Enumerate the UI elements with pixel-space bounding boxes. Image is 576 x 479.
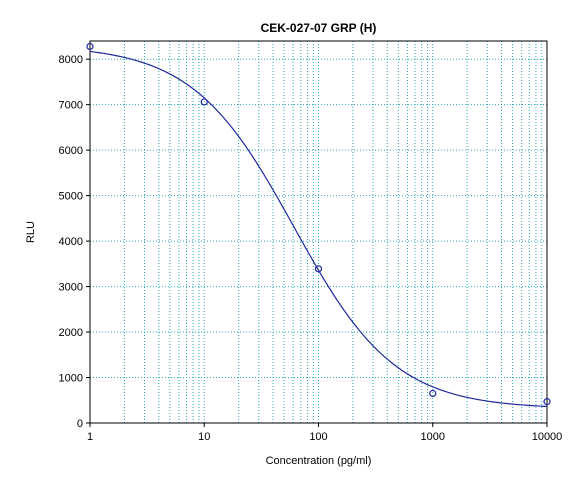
data-point xyxy=(543,398,551,406)
axes: 0 1000 2000 3000 4000 5000 6000 7000 8000 1 10 100 1… xyxy=(59,54,563,443)
data-points xyxy=(86,42,551,406)
y-tick-label: 3000 xyxy=(59,282,83,294)
x-tick-label: 10 xyxy=(198,431,210,443)
data-point xyxy=(429,389,437,398)
y-tick-label: 5000 xyxy=(59,191,83,203)
x-tick-label: 10000 xyxy=(532,431,563,443)
grid xyxy=(90,41,547,423)
y-tick-label: 8000 xyxy=(59,54,83,66)
y-axis-label: RLU xyxy=(25,221,37,243)
x-tick-label: 1 xyxy=(87,431,93,443)
data-point xyxy=(200,98,208,106)
data-point xyxy=(314,265,323,273)
y-tick-label: 2000 xyxy=(59,327,83,339)
data-point xyxy=(86,42,94,51)
fit-curve-group xyxy=(89,50,548,408)
chart-title: CEK-027-07 GRP (H) xyxy=(261,21,377,35)
x-tick-label: 100 xyxy=(309,431,327,443)
y-tick-label: 7000 xyxy=(59,100,83,112)
y-tick-label: 4000 xyxy=(59,236,83,248)
x-tick-label: 1000 xyxy=(421,431,445,443)
fit-curve xyxy=(89,50,548,408)
y-tick-label: 6000 xyxy=(59,145,83,157)
y-tick-label: 1000 xyxy=(59,373,83,385)
x-axis-label: Concentration (pg/ml) xyxy=(266,455,372,467)
y-tick-label: 0 xyxy=(77,418,83,430)
